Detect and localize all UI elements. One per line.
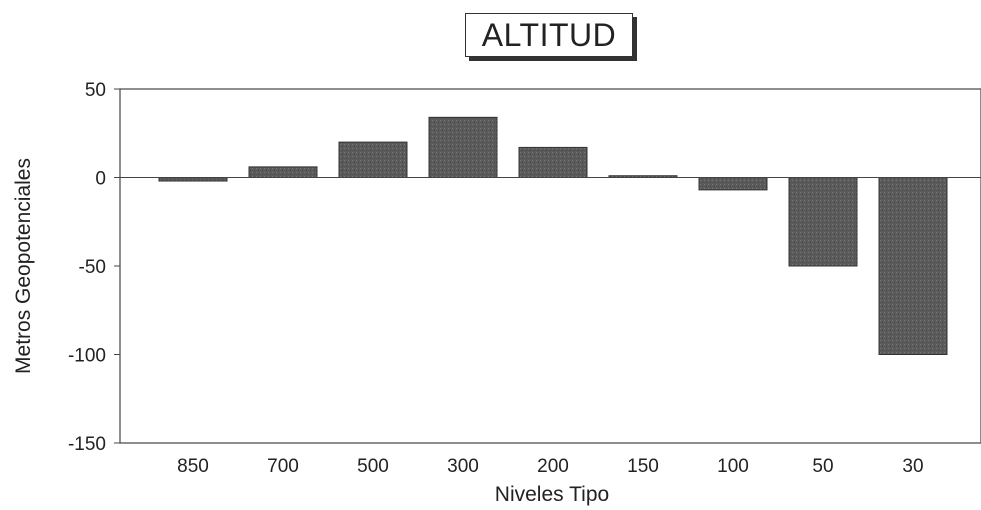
- y-tick-label: 50: [85, 80, 106, 101]
- y-tick-label: -100: [68, 346, 106, 367]
- chart-title: ALTITUD: [465, 13, 633, 57]
- y-axis-title: Metros Geopotenciales: [12, 158, 35, 374]
- bar-700: [248, 166, 318, 179]
- bar-30: [878, 177, 948, 355]
- bars: [158, 116, 948, 355]
- x-tick-label: 150: [627, 456, 659, 477]
- x-tick-label: 50: [812, 456, 833, 477]
- bar-50: [788, 177, 858, 267]
- y-tick-label: -150: [68, 434, 106, 455]
- x-tick-label: 700: [267, 456, 299, 477]
- x-tick-label: 100: [717, 456, 749, 477]
- x-axis-title: Niveles Tipo: [495, 483, 609, 506]
- bar-850: [158, 177, 228, 182]
- x-tick-label: 500: [357, 456, 389, 477]
- y-tick-label: 0: [95, 169, 106, 190]
- bar-100: [698, 177, 768, 191]
- x-axis: 850 700 500 300 200 150 100 50 30: [177, 456, 923, 477]
- x-tick-label: 850: [177, 456, 209, 477]
- bar-500: [338, 141, 408, 179]
- x-tick-label: 300: [447, 456, 479, 477]
- y-tick-label: -50: [79, 257, 106, 278]
- bar-300: [428, 116, 498, 178]
- y-axis: 50 0 -50 -100 -150: [68, 80, 120, 455]
- x-tick-label: 200: [537, 456, 569, 477]
- x-tick-label: 30: [902, 456, 923, 477]
- bar-200: [518, 146, 588, 179]
